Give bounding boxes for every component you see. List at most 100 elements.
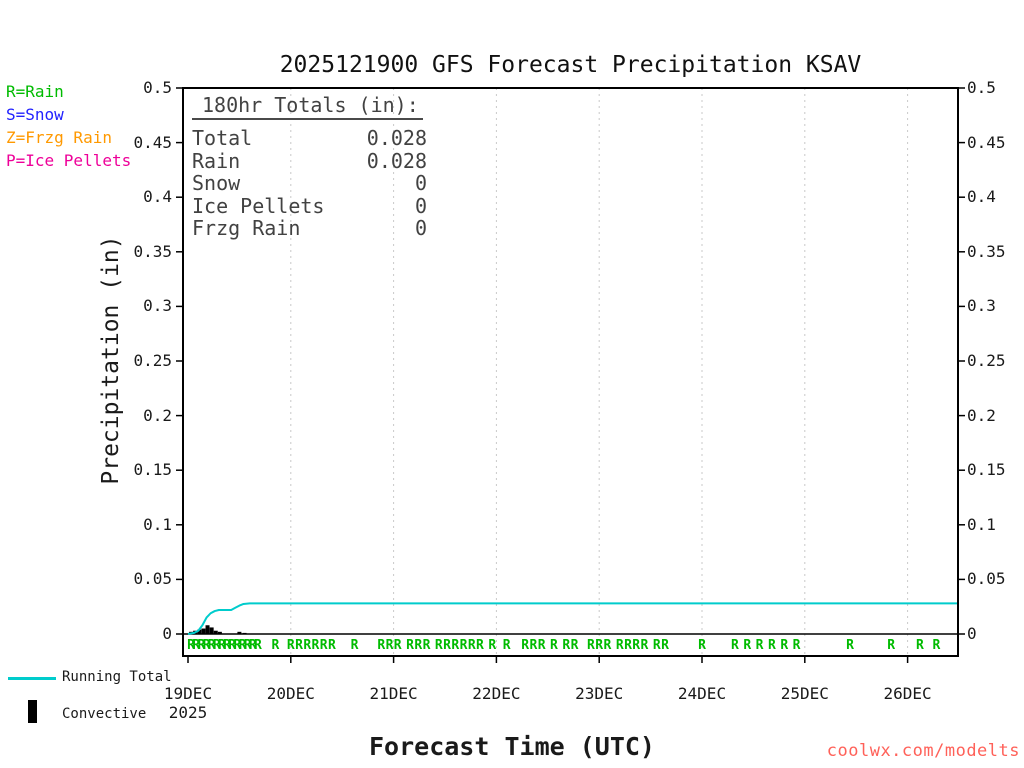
x-axis-tick-label: 26DEC (883, 684, 932, 703)
rain-marker: R (562, 638, 570, 653)
rain-marker: R (488, 638, 496, 653)
rain-marker: R (460, 638, 468, 653)
x-axis-label: Forecast Time (UTC) (369, 732, 655, 761)
x-axis-tick-label: 19DEC (163, 684, 213, 703)
rain-marker: R (587, 638, 595, 653)
rain-marker: R (846, 638, 854, 653)
convective-bar (205, 625, 210, 634)
rain-marker: R (208, 638, 216, 653)
y-axis-tick-label-left: 0.3 (143, 296, 172, 316)
rain-marker: R (793, 638, 801, 653)
rain-marker: R (550, 638, 558, 653)
rain-marker: R (632, 638, 640, 653)
rain-marker: R (916, 638, 924, 653)
rain-marker: R (228, 638, 236, 653)
x-axis-year-label: 2025 (168, 703, 208, 722)
rain-marker: R (641, 638, 649, 653)
rain-marker: R (414, 638, 422, 653)
rain-marker: R (249, 638, 257, 653)
rain-marker: R (887, 638, 895, 653)
convective-bar (197, 629, 202, 634)
totals-row-value: 0.028 (366, 126, 427, 150)
totals-row-label: Total (192, 126, 253, 150)
totals-row-label: Rain (192, 148, 241, 173)
running-total-line-swatch (8, 677, 56, 680)
y-axis-tick-label-left: 0.15 (133, 460, 172, 480)
legend-item: S=Snow (6, 105, 64, 124)
totals-row-label: Ice Pellets (192, 193, 325, 218)
totals-box: 180hr Totals (in): Total 0.028 Rain 0.028 Sn… (192, 93, 427, 240)
y-axis-tick-label-left: 0.05 (133, 569, 172, 589)
y-axis-tick-label-left: 0.25 (133, 351, 172, 370)
rain-marker: R (423, 638, 431, 653)
rain-marker: R (616, 638, 624, 653)
rain-marker: R (295, 638, 303, 653)
rain-marker: R (538, 638, 546, 653)
x-axis-tick-label: 20DEC (266, 684, 315, 703)
rain-marker: R (451, 638, 459, 653)
y-axis-tick-label-left: 0.1 (143, 514, 172, 534)
rain-marker: R (698, 638, 706, 653)
rain-marker: R (768, 638, 776, 653)
y-axis-tick-label-right: 0.1 (967, 514, 996, 534)
y-axis-tick-label-right: 0.25 (967, 351, 1006, 370)
rain-marker: R (377, 638, 385, 653)
rain-marker: R (271, 638, 279, 653)
rain-marker: R (443, 638, 451, 653)
watermark: coolwx.com/modelts (826, 741, 1020, 761)
rain-marker: R (653, 638, 661, 653)
rain-marker: R (351, 638, 359, 653)
rain-marker: R (328, 638, 336, 653)
rain-marker: R (197, 638, 205, 653)
convective-bar (237, 631, 242, 634)
rain-marker: R (521, 638, 529, 653)
convective-bar-swatch (28, 700, 37, 723)
rain-marker: R (468, 638, 476, 653)
convective-bar (217, 631, 222, 634)
y-axis-tick-label-right: 0.35 (967, 241, 1006, 261)
totals-row: Frzg Rain 0 (192, 217, 427, 240)
rain-marker: R (743, 638, 751, 653)
y-axis-tick-label-left: 0.45 (133, 132, 172, 152)
rain-marker: R (571, 638, 579, 653)
legend-item: P=Ice Pellets (6, 151, 132, 170)
rain-marker: R (320, 638, 328, 653)
totals-row-label: Frzg Rain (192, 216, 301, 240)
y-axis-tick-label-right: 0.05 (967, 569, 1006, 589)
y-axis-tick-label-left: 0 (162, 624, 172, 643)
x-axis-tick-label: 22DEC (472, 684, 521, 703)
rain-marker: R (604, 638, 612, 653)
rain-marker: R (287, 638, 295, 653)
convective-bar (209, 627, 214, 634)
rain-marker: R (244, 638, 252, 653)
running-total-legend-label: Running Total (62, 669, 172, 685)
rain-marker: R (239, 638, 247, 653)
rain-marker: R (218, 638, 226, 653)
rain-marker: R (386, 638, 394, 653)
totals-row-label: Snow (192, 171, 241, 195)
plot-border (182, 87, 959, 657)
totals-row: Rain 0.028 (192, 148, 427, 173)
rain-marker: R (595, 638, 603, 653)
y-axis-tick-label-right: 0.5 (967, 78, 996, 97)
y-axis-tick-label-right: 0.3 (967, 296, 996, 316)
totals-row-value: 0.028 (366, 148, 427, 173)
y-axis-tick-label-right: 0.4 (967, 187, 996, 207)
rain-marker: R (624, 638, 632, 653)
y-axis-tick-label-left: 0.5 (143, 78, 172, 97)
y-axis-tick-label-left: 0.2 (143, 405, 172, 425)
convective-bar (213, 630, 218, 634)
rain-marker: R (435, 638, 443, 653)
x-axis-tick-label: 21DEC (369, 684, 418, 703)
rain-marker: R (932, 638, 940, 653)
rain-marker: R (223, 638, 231, 653)
totals-row-value: 0 (414, 216, 427, 240)
rain-marker: R (312, 638, 320, 653)
x-axis-tick-label: 23DEC (575, 684, 624, 703)
rain-marker: R (756, 638, 764, 653)
rain-marker: R (661, 638, 669, 653)
rain-marker: R (731, 638, 739, 653)
rain-marker: R (213, 638, 221, 653)
running-total-line (187, 602, 959, 635)
rain-marker: R (406, 638, 414, 653)
